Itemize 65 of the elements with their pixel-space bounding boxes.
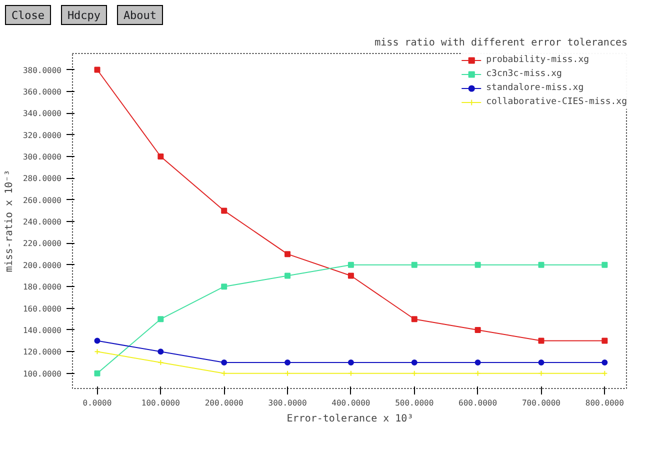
y-tick-label: 340.0000 [22,109,62,118]
point [284,359,291,366]
x-tick-label: 200.0000 [204,398,244,408]
point [94,66,100,73]
point [348,359,354,366]
x-tick-label: 800.0000 [585,398,624,408]
point [158,348,164,355]
chart-title: miss ratio with different error tolerances [374,38,628,48]
point [411,316,418,322]
point [538,262,544,268]
point [602,359,608,366]
y-tick-label: 100.0000 [22,369,62,378]
text: About [117,5,163,25]
y-tick-label: 240.0000 [22,218,62,227]
x-tick-label: 600.0000 [458,398,498,408]
legend-label: probability-miss.xg [486,54,590,67]
point [411,359,418,366]
legend-label: standalore-miss.xg [486,82,584,95]
point [348,272,354,279]
y-tick-label: 360.0000 [22,87,62,96]
x-tick-label: 100.0000 [141,398,180,408]
y-tick-label: 180.0000 [22,282,62,292]
x-tick-label: 400.0000 [332,398,370,408]
legend-label: collaborative-CIES-miss.xg [486,96,627,109]
text: Close [5,5,51,25]
y-tick-label: 320.0000 [22,130,62,140]
y-tick-label: 160.0000 [22,304,62,314]
point [284,272,291,279]
point [221,359,228,366]
x-tick-label: 0.0000 [82,398,112,408]
y-tick-label: 140.0000 [22,326,62,335]
y-tick-label: 120.0000 [22,348,62,357]
x-tick-label: 500.0000 [395,398,434,408]
point [602,262,608,268]
y-tick-label: 200.0000 [22,260,62,270]
point [538,338,544,344]
y-tick-label: 280.0000 [22,174,62,184]
point [94,370,100,376]
point [474,262,481,268]
y-tick-label: 260.0000 [22,196,62,205]
point [158,153,164,160]
point [94,338,100,344]
point [221,370,228,376]
point [348,262,354,268]
point [411,370,418,376]
point [474,359,481,366]
point [538,370,544,376]
y-tick-label: 380.0000 [22,66,62,75]
point [284,251,291,258]
y-axis-title: miss-ratio x 10⁻³ [4,170,15,272]
point [602,338,608,344]
x-axis-title: Error-tolerance x 10³ [286,414,414,424]
y-tick-label: 220.0000 [22,239,62,248]
point [538,359,544,366]
x-tick-label: 700.0000 [522,398,561,408]
legend-label: c3cn3c-miss.xg [486,68,562,81]
point [474,370,481,376]
point [221,208,228,214]
x-tick-label: 300.0000 [268,398,307,408]
text: Hdcpy [61,5,107,25]
point [158,316,164,322]
point [221,284,228,290]
point [411,262,418,268]
y-tick-label: 300.0000 [22,152,62,162]
point [474,326,481,333]
